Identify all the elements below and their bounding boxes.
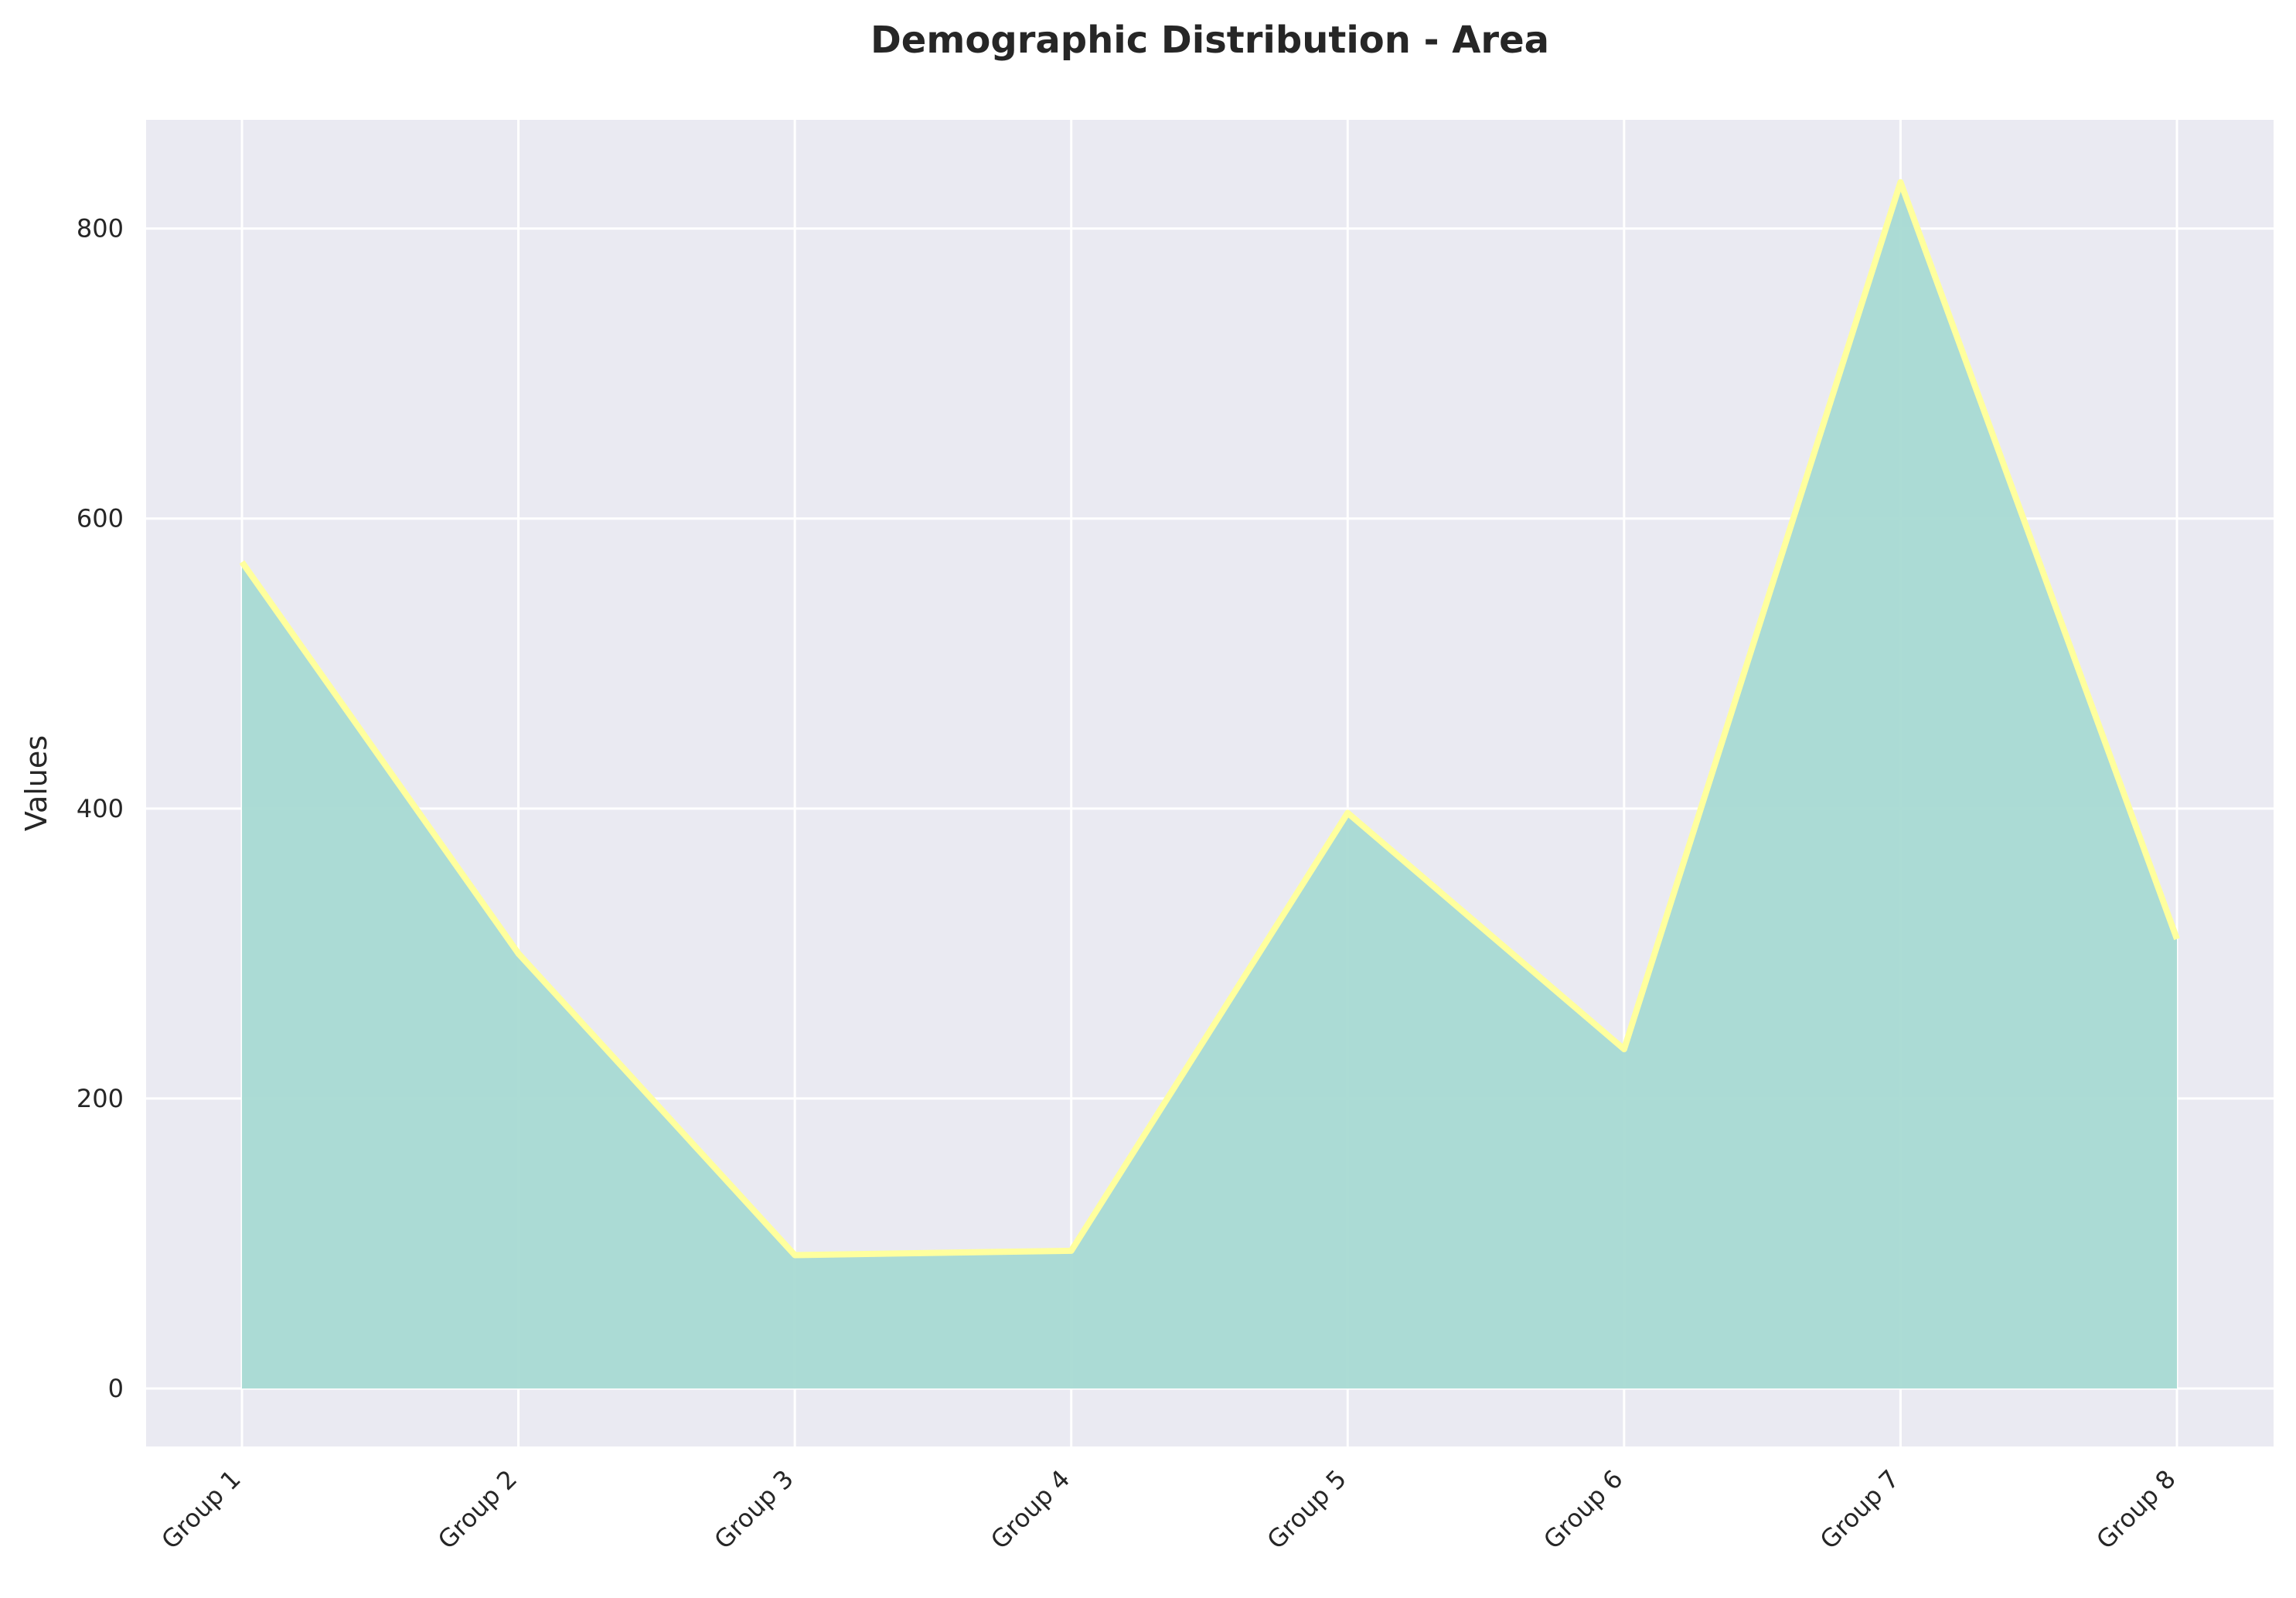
y-tick-label: 800 [77,214,124,244]
x-tick-label: Group 7 [1814,1464,1905,1555]
chart-title: Demographic Distribution - Area [870,19,1549,62]
y-tick-label: 400 [77,794,124,823]
x-tick-label: Group 5 [1262,1464,1352,1555]
x-tick-label: Group 1 [155,1464,246,1555]
x-axis-ticks: Group 1 Group 2 Group 3 Group 4 Group 5 Group… [155,1464,2181,1555]
x-tick-label: Group 4 [985,1464,1075,1555]
y-axis-label: Values [19,735,53,831]
y-tick-label: 600 [77,504,124,533]
x-tick-label: Group 8 [2090,1464,2181,1555]
y-tick-label: 200 [77,1084,124,1113]
x-tick-label: Group 3 [708,1464,799,1555]
x-tick-label: Group 2 [432,1464,523,1555]
x-tick-label: Group 6 [1538,1464,1628,1555]
area-fill [242,182,2177,1388]
series-line [239,179,2180,1259]
y-tick-label: 0 [108,1374,124,1403]
y-axis-ticks: 0 200 400 600 800 [77,214,124,1403]
